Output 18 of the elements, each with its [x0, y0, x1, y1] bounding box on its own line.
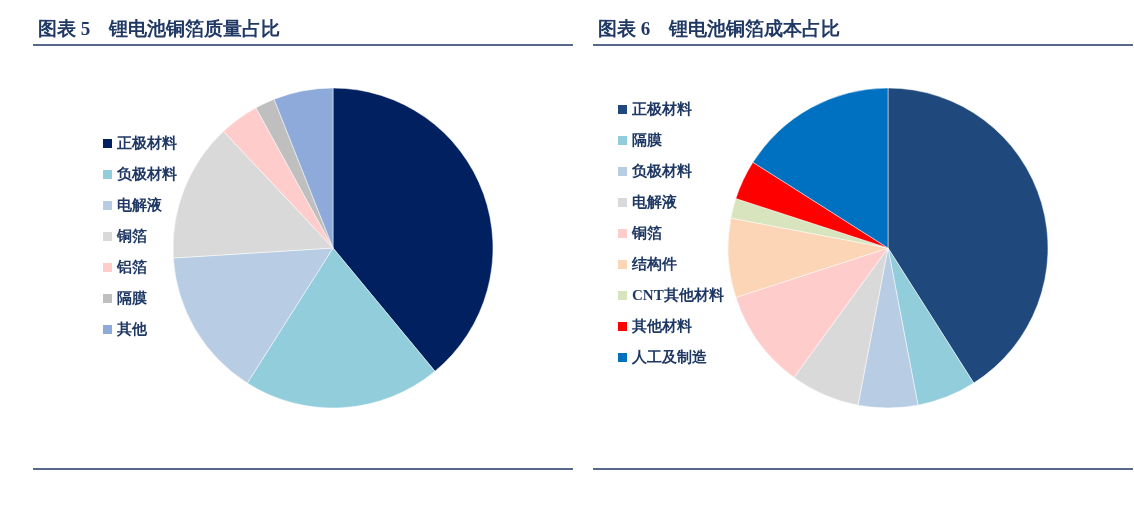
legend-label: 结构件 [631, 256, 677, 272]
legend-label: 负极材料 [116, 166, 177, 182]
legend-label: 隔膜 [632, 132, 662, 148]
legend-label: 人工及制造 [631, 349, 708, 365]
legend-label: 负极材料 [631, 163, 692, 179]
legend-label: 电解液 [632, 193, 678, 210]
legend-label: 正极材料 [116, 135, 177, 151]
legend-label: 隔膜 [117, 290, 147, 306]
legend-label: 铜箔 [116, 228, 147, 244]
chart-title: 图表 5 锂电池铜箔质量占比 [38, 18, 281, 39]
legend-label: 其他材料 [631, 318, 692, 334]
legend-label: CNT其他材料 [632, 287, 724, 303]
legend-label: 铜箔 [631, 225, 662, 241]
chart-title: 图表 6 锂电池铜箔成本占比 [598, 18, 841, 39]
legend-label: 正极材料 [631, 101, 692, 117]
legend-label: 电解液 [117, 196, 163, 213]
legend-label: 其他 [116, 321, 148, 337]
legend-label: 铝箔 [116, 259, 147, 275]
